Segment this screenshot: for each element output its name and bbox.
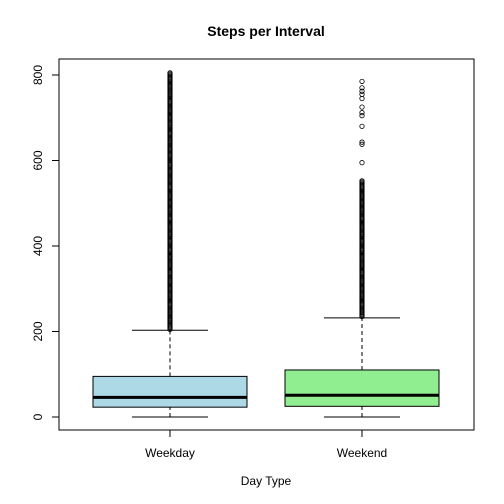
outlier-point: [359, 178, 365, 184]
outlier-point: [359, 104, 365, 110]
y-tick-label: 800: [31, 65, 45, 85]
outliers: [167, 70, 173, 332]
y-tick-label: 600: [31, 150, 45, 170]
x-tick-label: Weekday: [145, 446, 195, 460]
outlier-point: [359, 91, 365, 97]
outlier-point: [359, 78, 365, 85]
outlier-point: [359, 113, 365, 119]
y-axis: 0 200 400 600 800: [31, 65, 60, 420]
outlier-point: [359, 160, 365, 166]
boxes-layer: [92, 70, 440, 418]
x-tick-label: Weekend: [337, 446, 387, 460]
outlier-point: [167, 70, 173, 76]
outlier-point: [359, 85, 365, 91]
x-axis: Weekday Weekend: [145, 429, 387, 460]
y-tick-label: 200: [31, 321, 45, 341]
outlier-point: [167, 254, 173, 260]
outlier-point: [359, 88, 365, 94]
box-weekend: [284, 78, 440, 418]
outlier-point: [359, 110, 365, 116]
outlier-point: [359, 95, 365, 102]
x-axis-title: Day Type: [241, 474, 292, 488]
outlier-point: [359, 141, 365, 147]
outlier-point: [359, 139, 365, 145]
outlier-point: [359, 123, 365, 129]
box-weekday: [92, 70, 248, 418]
y-tick-label: 0: [31, 413, 45, 420]
outliers: [359, 78, 365, 320]
box-iqr: [284, 369, 440, 407]
y-tick-label: 400: [31, 236, 45, 256]
chart-title: Steps per Interval: [207, 23, 325, 39]
box-iqr: [92, 375, 248, 408]
